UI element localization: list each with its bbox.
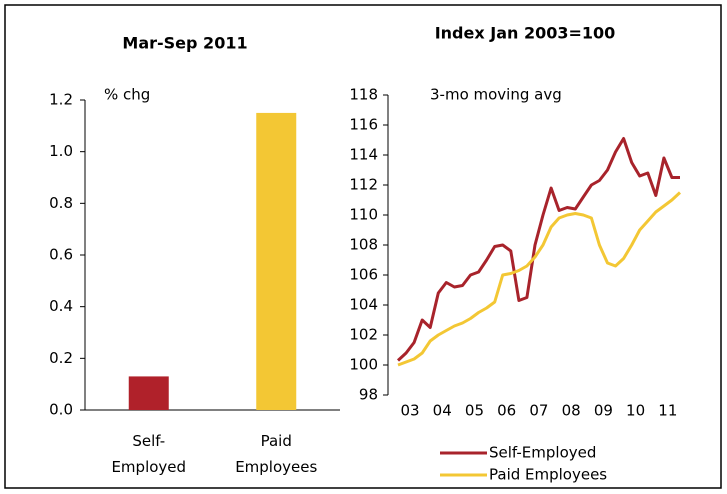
x-tick-label: 07: [529, 402, 548, 420]
y-tick-label: 114: [349, 146, 378, 164]
x-tick-label: 09: [594, 402, 613, 420]
x-tick-label: 03: [400, 402, 419, 420]
legend-label: Paid Employees: [489, 466, 607, 484]
left-title: Mar-Sep 2011: [122, 34, 247, 53]
y-tick-label: 100: [349, 356, 378, 374]
y-tick-label: 108: [349, 236, 378, 254]
x-tick-label: Self-Employed: [111, 432, 186, 476]
right-title: Index Jan 2003=100: [435, 24, 616, 43]
y-tick-label: 102: [349, 326, 378, 344]
x-tick-label: Paid Employees: [235, 432, 317, 476]
y-tick-label: 112: [349, 176, 378, 194]
right-annotation: 3-mo moving avg: [430, 86, 562, 104]
series-line: [396, 137, 680, 362]
y-tick-label: 0.8: [49, 194, 73, 212]
x-tick-label: 05: [465, 402, 484, 420]
bar: [128, 376, 169, 410]
y-tick-label: 116: [349, 116, 378, 134]
bar: [256, 112, 297, 411]
x-tick-label: 06: [497, 402, 516, 420]
y-tick-label: 110: [349, 206, 378, 224]
y-tick-label: 118: [349, 86, 378, 104]
legend-label: Self-Employed: [489, 444, 596, 462]
x-tick-label: 10: [626, 402, 645, 420]
series-line: [397, 191, 682, 367]
y-tick-label: 104: [349, 296, 378, 314]
x-tick-label: 04: [433, 402, 452, 420]
y-tick-label: 0.6: [49, 246, 73, 264]
y-tick-label: 1.0: [49, 142, 73, 160]
y-tick-label: 1.2: [49, 91, 73, 109]
y-tick-label: 0.2: [49, 349, 73, 367]
y-tick-label: 0.0: [49, 401, 73, 419]
x-tick-label: 11: [658, 402, 677, 420]
x-tick-label: 08: [562, 402, 581, 420]
left-y-label: % chg: [104, 86, 150, 104]
y-tick-label: 0.4: [49, 297, 73, 315]
y-tick-label: 106: [349, 266, 378, 284]
y-tick-label: 98: [359, 386, 378, 404]
